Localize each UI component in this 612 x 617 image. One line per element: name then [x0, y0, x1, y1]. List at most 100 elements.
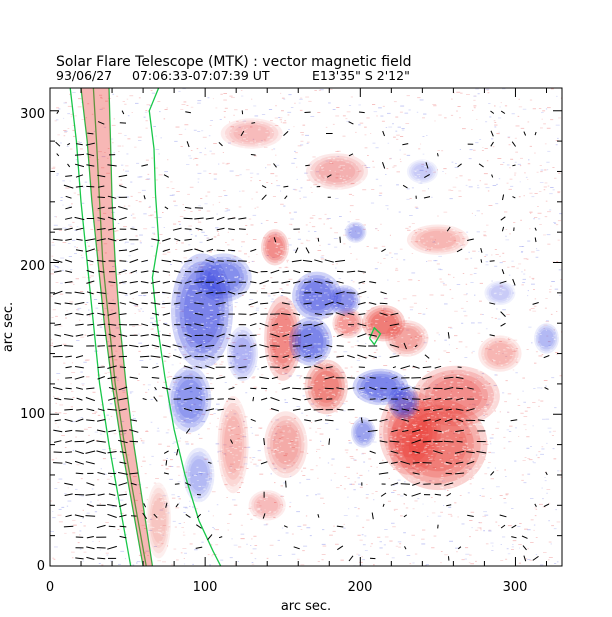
field-contour-line [369, 326, 382, 346]
noise-speck [224, 107, 228, 109]
noise-speck [349, 387, 351, 389]
region-speck [454, 454, 457, 456]
noise-speck [132, 564, 135, 566]
noise-speck [171, 497, 176, 499]
noise-speck [499, 262, 503, 264]
noise-speck [343, 523, 345, 525]
transverse-vector [108, 482, 116, 486]
region-speck [208, 393, 211, 395]
noise-speck [466, 433, 471, 435]
noise-speck [530, 519, 534, 521]
region-speck [491, 336, 495, 338]
noise-speck [335, 324, 337, 326]
noise-speck [473, 105, 477, 107]
noise-speck [358, 296, 362, 298]
region-speck [222, 281, 225, 283]
noise-speck [358, 483, 362, 485]
noise-speck [437, 515, 442, 517]
region-speck [448, 429, 450, 431]
noise-speck [194, 549, 198, 551]
negative-polarity-region [189, 459, 208, 491]
noise-speck [555, 509, 557, 511]
noise-speck [113, 152, 115, 154]
region-speck [346, 307, 349, 309]
noise-speck [391, 557, 395, 559]
region-speck [410, 396, 413, 398]
region-speck [492, 409, 494, 411]
noise-speck [134, 146, 137, 148]
noise-speck [158, 498, 163, 500]
noise-speck [113, 118, 115, 120]
region-speck [407, 333, 411, 335]
noise-speck [529, 99, 533, 101]
region-speck [416, 468, 419, 470]
noise-speck [558, 172, 561, 174]
region-speck [405, 391, 407, 393]
noise-speck [534, 152, 536, 154]
region-speck [242, 142, 244, 144]
region-speck [309, 289, 312, 291]
transverse-vector [53, 344, 63, 348]
noise-speck [278, 383, 281, 384]
noise-speck [349, 205, 354, 207]
noise-speck [411, 223, 415, 224]
region-speck [349, 176, 351, 178]
noise-speck [423, 342, 427, 344]
noise-speck [238, 546, 242, 548]
region-speck [350, 226, 354, 228]
region-speck [234, 277, 238, 279]
noise-speck [269, 544, 274, 546]
noise-speck [490, 542, 494, 544]
noise-speck [204, 154, 207, 156]
noise-speck [538, 341, 540, 343]
region-speck [299, 327, 301, 329]
noise-speck [528, 159, 530, 161]
noise-speck [437, 215, 439, 217]
noise-speck [404, 389, 406, 391]
region-speck [317, 353, 321, 355]
noise-speck [361, 534, 364, 536]
region-speck [506, 298, 509, 299]
noise-speck [457, 106, 461, 107]
noise-speck [538, 399, 540, 401]
region-speck [187, 294, 190, 296]
region-speck [339, 312, 343, 314]
noise-speck [261, 140, 263, 142]
region-speck [264, 496, 268, 498]
region-speck [390, 414, 393, 416]
noise-speck [175, 507, 180, 509]
noise-speck [121, 421, 125, 422]
positive-polarity-region [338, 314, 357, 333]
region-speck [310, 333, 313, 335]
region-speck [416, 174, 421, 176]
region-speck [365, 177, 368, 179]
region-speck [394, 334, 397, 335]
noise-speck [231, 97, 235, 98]
noise-speck [487, 467, 490, 469]
noise-speck [117, 223, 120, 224]
noise-speck [472, 460, 477, 462]
region-speck [494, 387, 496, 389]
region-speck [388, 312, 392, 314]
transverse-vector [119, 238, 127, 241]
transverse-vector [129, 344, 139, 348]
region-speck [282, 470, 286, 472]
region-speck [349, 233, 352, 235]
region-speck [409, 408, 411, 410]
noise-speck [488, 103, 491, 104]
noise-speck [507, 553, 511, 555]
region-speck [398, 377, 400, 379]
region-speck [205, 478, 209, 480]
noise-speck [545, 418, 550, 420]
region-speck [446, 488, 448, 490]
region-speck [301, 322, 304, 324]
transverse-vector [108, 333, 116, 338]
region-speck [401, 324, 403, 325]
region-speck [467, 422, 470, 424]
region-speck [191, 422, 194, 423]
transverse-vector [86, 269, 95, 274]
noise-speck [143, 552, 147, 554]
region-speck [434, 425, 436, 427]
noise-speck [392, 443, 395, 445]
noise-speck [239, 466, 244, 468]
